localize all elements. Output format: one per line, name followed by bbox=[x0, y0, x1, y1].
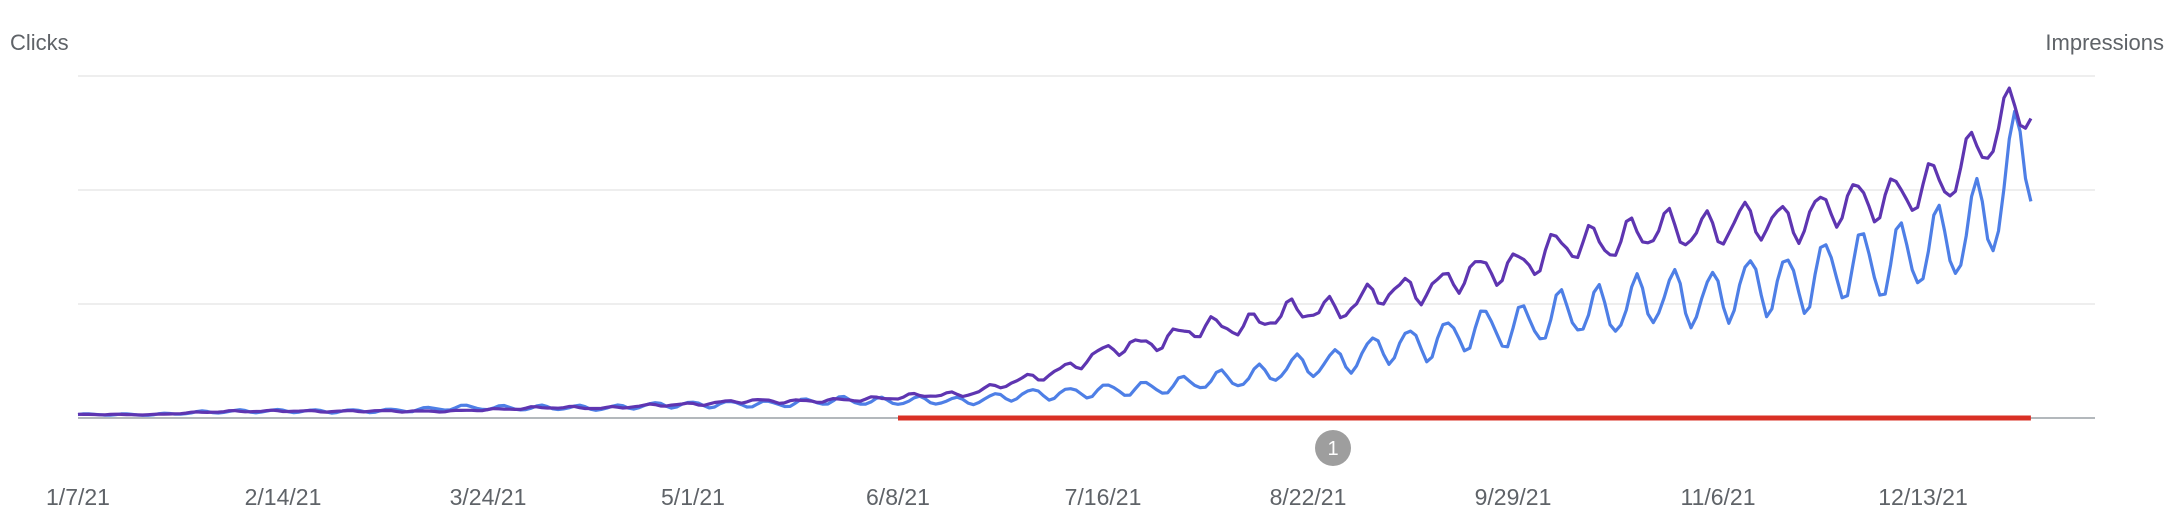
x-tick-label: 9/29/21 bbox=[1475, 484, 1552, 510]
impressions-axis-title: Impressions bbox=[2045, 30, 2164, 55]
x-tick-label: 8/22/21 bbox=[1270, 484, 1347, 510]
x-tick-label: 3/24/21 bbox=[450, 484, 527, 510]
x-tick-label: 12/13/21 bbox=[1878, 484, 1968, 510]
x-tick-label: 5/1/21 bbox=[661, 484, 725, 510]
x-tick-label: 11/6/21 bbox=[1680, 484, 1755, 510]
x-tick-label: 1/7/21 bbox=[46, 484, 110, 510]
x-tick-label: 6/8/21 bbox=[866, 484, 930, 510]
annotation-marker[interactable] bbox=[1315, 430, 1351, 466]
x-tick-label: 7/16/21 bbox=[1065, 484, 1142, 510]
clicks-axis-title: Clicks bbox=[10, 30, 69, 55]
x-tick-label: 2/14/21 bbox=[245, 484, 322, 510]
annotation-marker-label: 1 bbox=[1327, 438, 1338, 460]
impressions-series-line bbox=[77, 86, 2033, 417]
